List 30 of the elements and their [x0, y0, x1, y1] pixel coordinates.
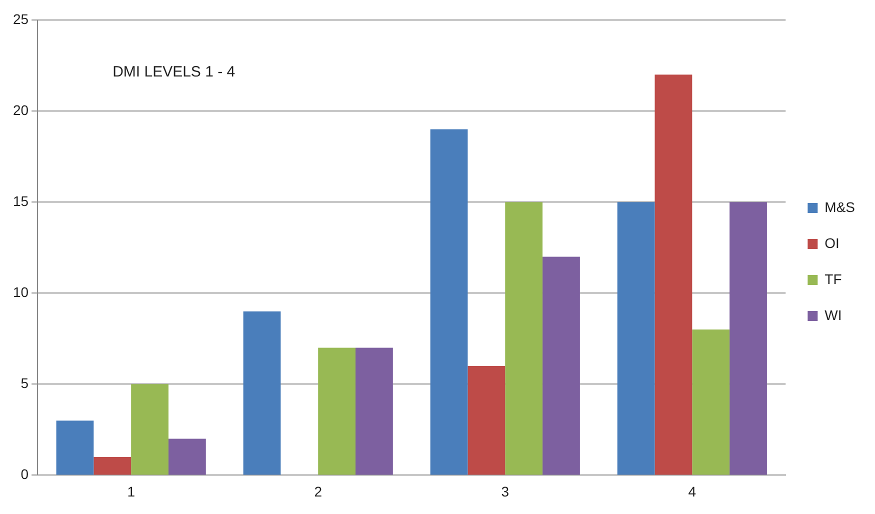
bar	[131, 384, 168, 475]
y-tick-label: 20	[12, 102, 29, 118]
legend-label: TF	[824, 270, 842, 287]
y-tick-label: 15	[12, 192, 29, 209]
legend-label: M&S	[824, 198, 856, 215]
bar	[430, 129, 468, 475]
y-tick-label: 10	[12, 284, 29, 300]
bar	[468, 366, 506, 475]
x-tick-label: 3	[501, 483, 510, 500]
annotation: DMI LEVELS 1 - 4	[112, 64, 236, 81]
legend-label: WI	[824, 306, 842, 323]
y-tick-label: 5	[20, 375, 29, 392]
bar	[94, 456, 132, 475]
bar	[617, 202, 655, 475]
bar	[505, 202, 543, 475]
bar	[542, 256, 580, 475]
legend-label: OI	[824, 234, 840, 251]
x-tick-label: 4	[688, 483, 696, 500]
bar	[692, 330, 730, 475]
bar	[730, 202, 767, 475]
bar	[56, 420, 94, 475]
bar	[168, 438, 206, 475]
bar	[318, 348, 356, 475]
bar	[356, 348, 393, 475]
x-tick-label: 1	[127, 483, 136, 500]
bar	[654, 74, 692, 475]
x-tick-label: 2	[314, 483, 322, 500]
bar	[243, 311, 281, 475]
y-tick-label: 25	[12, 10, 29, 27]
y-tick-label: 0	[20, 466, 29, 482]
